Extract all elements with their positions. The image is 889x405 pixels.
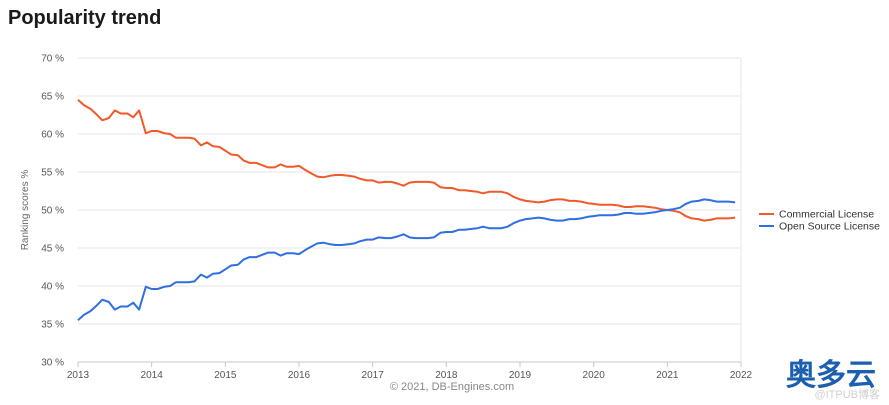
y-tick-label: 55 % xyxy=(41,168,64,179)
x-tick-label: 2018 xyxy=(435,370,458,381)
legend-label: Commercial License xyxy=(779,209,874,221)
x-tick-label: 2015 xyxy=(214,370,237,381)
watermark-subtext: @ITPUB博客 xyxy=(814,387,880,401)
x-tick-label: 2019 xyxy=(509,370,532,381)
series-lines xyxy=(77,99,736,321)
y-tick-label: 70 % xyxy=(41,54,64,65)
y-tick-label: 45 % xyxy=(41,244,64,255)
y-tick-label: 65 % xyxy=(41,92,64,103)
credit-text: © 2021, DB-Engines.com xyxy=(390,381,514,393)
watermark-logo: 奥多云 xyxy=(786,358,876,392)
y-tick-label: 30 % xyxy=(41,358,64,369)
x-tick-label: 2021 xyxy=(656,370,679,381)
chart-title: Popularity trend xyxy=(8,7,162,29)
x-tick-label: 2017 xyxy=(362,370,385,381)
x-tick-label: 2020 xyxy=(583,370,606,381)
x-tick-label: 2022 xyxy=(730,370,753,381)
y-tick-label: 50 % xyxy=(41,206,64,217)
y-tick-label: 35 % xyxy=(41,320,64,331)
y-axis-ticks: 30 % 35 % 40 % 45 % 50 % 55 % 60 % 65 % 70 % xyxy=(41,54,64,369)
y-tick-label: 40 % xyxy=(41,282,64,293)
grid-lines xyxy=(78,57,742,363)
x-tick-label: 2014 xyxy=(141,370,164,381)
x-axis-ticks: 2013 2014 2015 2016 2017 2018 2019 2020 2021 2022 xyxy=(67,362,753,381)
series-line-commercial xyxy=(77,99,736,222)
series-line-opensource xyxy=(77,198,736,321)
x-tick-label: 2013 xyxy=(67,370,90,381)
y-tick-label: 60 % xyxy=(41,130,64,141)
y-axis-title: Ranking scores % xyxy=(20,170,31,251)
x-tick-label: 2016 xyxy=(288,370,311,381)
legend-label: Open Source License xyxy=(779,221,880,233)
